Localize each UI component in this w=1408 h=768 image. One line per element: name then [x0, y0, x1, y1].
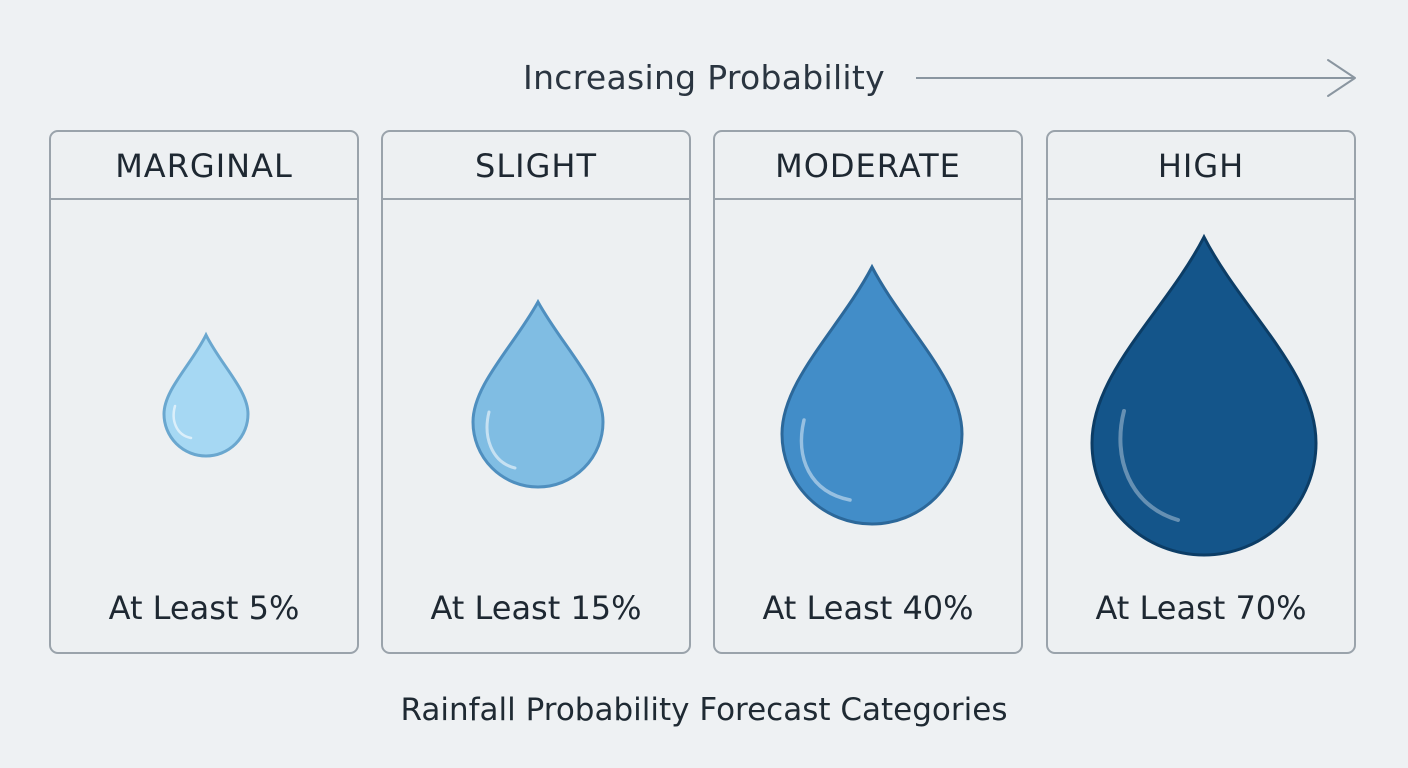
raindrop-shape [780, 263, 964, 526]
raindrop-highlight [799, 418, 852, 502]
category-threshold: At Least 70% [1095, 589, 1307, 627]
raindrop-shape [1090, 233, 1318, 557]
raindrop-icon [1048, 200, 1354, 580]
category-card-marginal: MARGINAL At Least 5% [49, 130, 359, 654]
category-title: MODERATE [715, 132, 1021, 200]
category-card-high: HIGH At Least 70% [1046, 130, 1356, 654]
raindrop-icon [51, 200, 357, 580]
raindrop-highlight [172, 404, 193, 440]
category-title: MARGINAL [51, 132, 357, 200]
probability-arrow [52, 59, 1356, 97]
arrow-head-icon [1327, 59, 1356, 97]
arrow-label: Increasing Probability [523, 58, 885, 97]
category-card-slight: SLIGHT At Least 15% [381, 130, 691, 654]
diagram-caption: Rainfall Probability Forecast Categories [400, 692, 1008, 728]
category-threshold: At Least 15% [430, 589, 642, 627]
raindrop-shape [162, 331, 250, 458]
category-card-moderate: MODERATE At Least 40% [713, 130, 1023, 654]
raindrop-shape [471, 298, 605, 489]
category-title: SLIGHT [383, 132, 689, 200]
probability-arrow-row: Increasing Probability [0, 0, 1408, 120]
category-threshold: At Least 5% [108, 589, 300, 627]
raindrop-icon [715, 200, 1021, 580]
raindrop-icon [383, 200, 689, 580]
raindrop-highlight [485, 410, 517, 470]
raindrop-highlight [1118, 409, 1180, 522]
category-threshold: At Least 40% [762, 589, 974, 627]
category-title: HIGH [1048, 132, 1354, 200]
